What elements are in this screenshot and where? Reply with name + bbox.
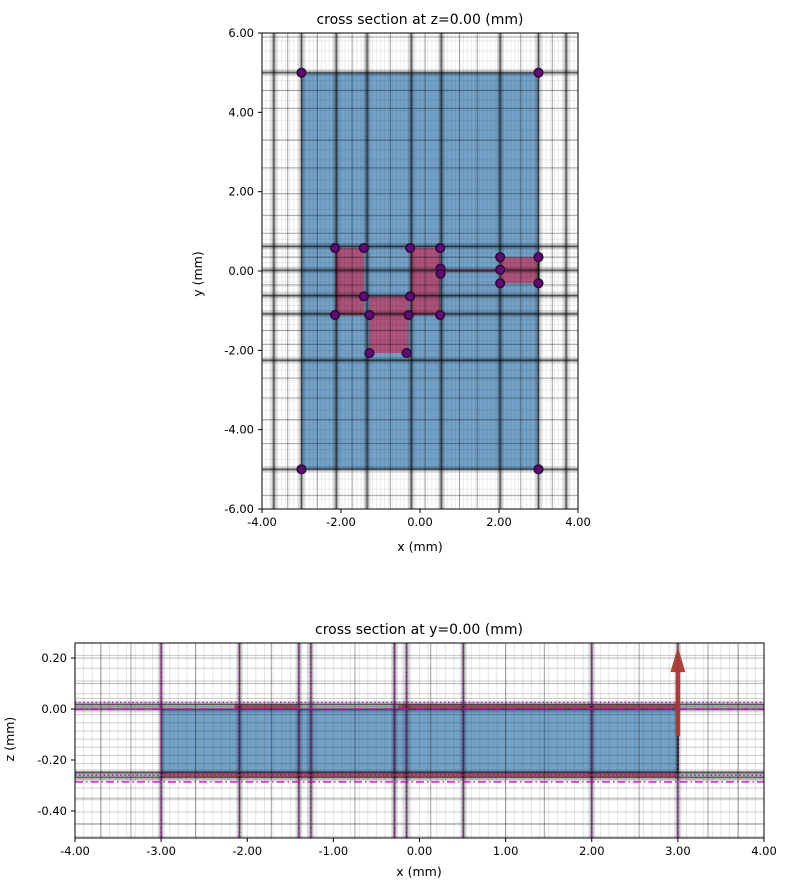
mesh-marker-dot <box>405 242 416 254</box>
x-tick-label: 4.00 <box>565 515 591 529</box>
excitation-arrow-head <box>670 647 686 673</box>
x-tick-label: 3.00 <box>665 844 691 858</box>
plot-title: cross section at y=0.00 (mm) <box>315 622 523 638</box>
mesh-marker-dot <box>401 348 412 359</box>
y-tick-label: 0.00 <box>41 702 67 716</box>
metal-region <box>440 269 501 273</box>
mesh-marker-dot <box>403 309 414 321</box>
mesh-marker-dot <box>330 242 341 254</box>
mesh-marker-dot <box>358 242 369 254</box>
mesh-marker-dot <box>405 291 416 302</box>
mesh-marker-dot <box>296 67 307 78</box>
y-axis-label: z (mm) <box>2 717 17 762</box>
x-tick-label: -3.00 <box>146 844 176 858</box>
metal-region <box>397 704 678 710</box>
x-tick-label: 0.00 <box>407 515 433 529</box>
mesh-marker-dot <box>358 291 369 302</box>
y-tick-label: 6.00 <box>228 26 254 40</box>
mesh-marker-dot <box>533 278 544 289</box>
plot-title: cross section at z=0.00 (mm) <box>316 12 523 28</box>
x-tick-label: -1.00 <box>318 844 348 858</box>
mesh-marker-dot <box>435 268 446 279</box>
x-tick-label: 1.00 <box>493 844 519 858</box>
x-tick-label: 4.00 <box>751 844 777 858</box>
mesh-marker-dot <box>533 67 544 78</box>
x-tick-label: 2.00 <box>579 844 605 858</box>
y-tick-label: -6.00 <box>224 502 254 516</box>
x-tick-label: -2.00 <box>326 515 356 529</box>
y-tick-label: -0.20 <box>37 753 67 767</box>
plot-cross-section-at-z-0-00-mm-: -4.00 -2.00 0.00 2.00 4.00 6.00 4.00 2.00 0.00 -2… <box>190 12 591 554</box>
x-axis-label: x (mm) <box>396 864 441 879</box>
mesh-marker-dot <box>330 309 341 321</box>
metal-region <box>410 247 441 316</box>
x-tick-label: 0.00 <box>407 844 433 858</box>
mesh-marker-dot <box>364 309 375 321</box>
metal-region <box>335 247 364 316</box>
y-tick-label: -4.00 <box>224 423 254 437</box>
mesh-marker-dot <box>533 464 544 475</box>
mesh-marker-dot <box>364 348 375 359</box>
y-axis-label: y (mm) <box>190 251 205 296</box>
metal-region <box>369 296 409 354</box>
metal-region <box>234 704 298 710</box>
y-tick-label: 0.20 <box>41 651 67 665</box>
mesh-marker-dot <box>296 464 307 475</box>
plot-cross-section-at-y-0-00-mm-: -4.00 -3.00 -2.00 -1.00 0.00 1.00 2.00 3.00 4.00… <box>2 622 777 879</box>
x-tick-label: -2.00 <box>232 844 262 858</box>
mesh-marker-dot <box>495 264 506 275</box>
y-tick-label: 4.00 <box>228 105 254 119</box>
y-tick-label: -2.00 <box>224 343 254 357</box>
mesh-marker-dot <box>495 278 506 289</box>
x-tick-label: 2.00 <box>486 515 512 529</box>
y-tick-label: 0.00 <box>228 264 254 278</box>
mesh-marker-dot <box>435 309 446 321</box>
x-tick-label: -4.00 <box>247 515 277 529</box>
x-axis-label: x (mm) <box>397 539 442 554</box>
y-tick-label: -0.40 <box>37 804 67 818</box>
mesh-marker-dot <box>435 242 446 254</box>
mesh-marker-dot <box>495 252 506 263</box>
y-tick-label: 2.00 <box>228 185 254 199</box>
mesh-marker-dot <box>533 252 544 263</box>
x-tick-label: -4.00 <box>60 844 90 858</box>
